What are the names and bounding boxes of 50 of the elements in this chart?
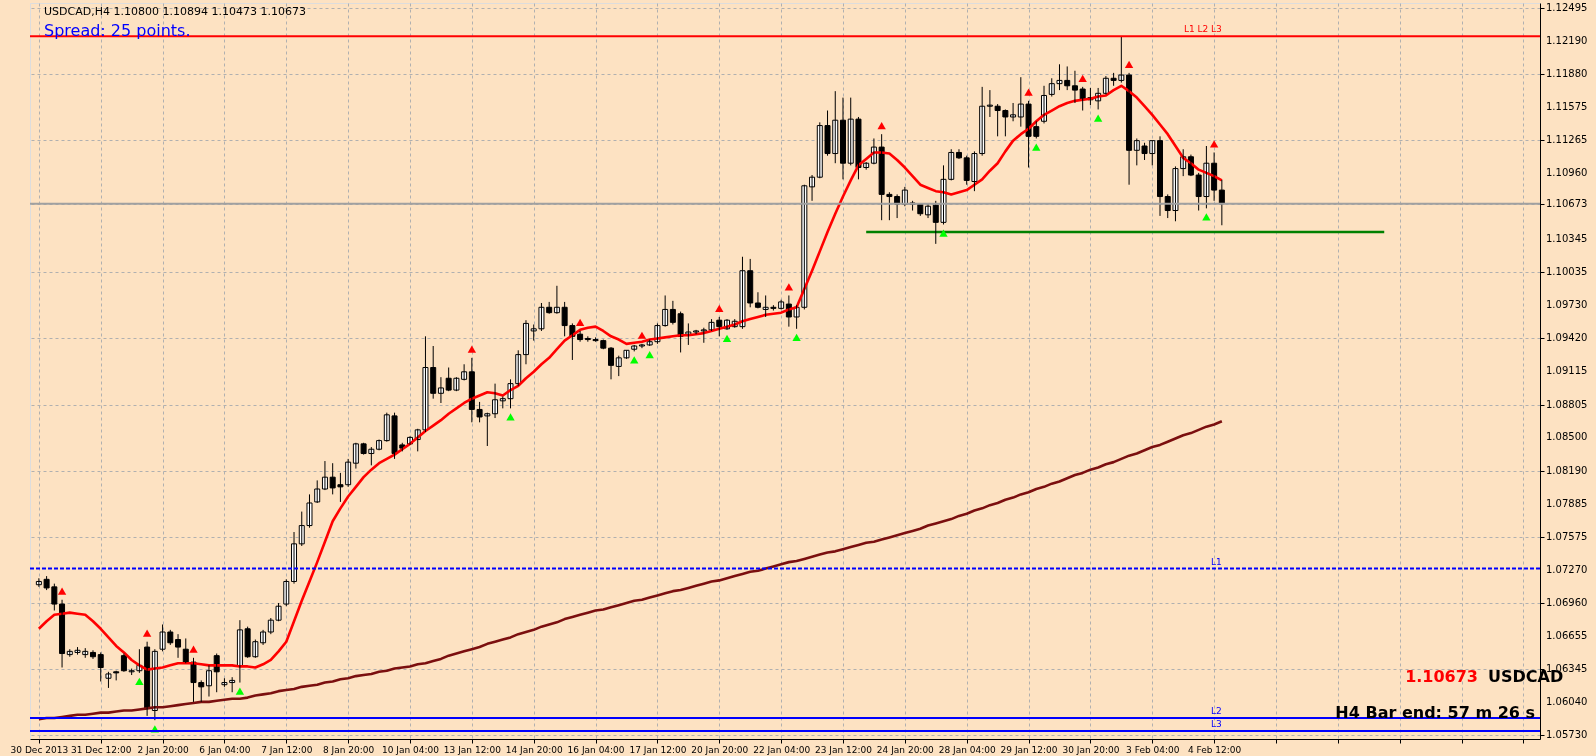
x-tick-label: 31 Dec 12:00 [70, 744, 132, 755]
y-tick-label: 1.08805 [1546, 398, 1588, 410]
annotation: 1.10673 [1405, 667, 1478, 686]
y-tick-label: 1.05730 [1546, 729, 1588, 741]
annotation: Spread: 25 points. [44, 21, 191, 40]
y-tick-label: 1.11265 [1546, 134, 1588, 146]
y-tick-label: 1.06040 [1546, 695, 1588, 707]
y-tick-label: 1.11575 [1546, 100, 1588, 112]
x-tick-label: 30 Dec 2013 [10, 744, 69, 755]
y-tick-label: 1.08190 [1546, 464, 1588, 476]
x-tick-label: 10 Jan 04:00 [382, 744, 440, 755]
x-tick-label: 24 Jan 20:00 [876, 744, 935, 755]
ref-line-label: L3 [1211, 718, 1222, 729]
y-tick-label: 1.07270 [1546, 563, 1588, 575]
ref-line-label: L2 [1211, 706, 1222, 717]
y-tick-label: 1.12190 [1546, 34, 1588, 46]
x-tick-label: 28 Jan 04:00 [938, 744, 996, 755]
x-tick-label: 20 Jan 20:00 [691, 744, 749, 755]
y-tick-label: 1.07885 [1546, 497, 1588, 509]
y-tick-label: 1.06655 [1546, 629, 1588, 641]
x-tick-label: 2 Jan 20:00 [137, 744, 189, 755]
x-tick-label: 3 Feb 04:00 [1126, 744, 1180, 755]
y-tick-label: 1.07575 [1546, 530, 1588, 542]
chart-title: USDCAD,H4 1.10800 1.10894 1.10473 1.10673 [44, 5, 306, 18]
y-tick-label: 1.10345 [1546, 233, 1588, 245]
y-tick-label: 1.10960 [1546, 166, 1588, 178]
y-tick-label: 1.08500 [1546, 431, 1588, 443]
y-tick-label: 1.09115 [1546, 365, 1588, 377]
x-tick-label: 23 Jan 12:00 [815, 744, 873, 755]
ref-line-label: L1 [1211, 556, 1222, 567]
x-tick-label: 6 Jan 04:00 [199, 744, 251, 755]
x-tick-label: 14 Jan 20:00 [505, 744, 563, 755]
x-tick-label: 8 Jan 20:00 [323, 744, 375, 755]
y-tick-label: 1.09730 [1546, 299, 1588, 311]
y-tick-label: 1.10673 [1546, 197, 1588, 209]
y-tick-label: 1.11880 [1546, 67, 1588, 79]
x-tick-label: 4 Feb 12:00 [1187, 744, 1242, 755]
x-tick-label: 16 Jan 04:00 [567, 744, 625, 755]
y-tick-label: 1.09420 [1546, 332, 1588, 344]
y-tick-label: 1.10035 [1546, 266, 1588, 278]
x-tick-label: 22 Jan 04:00 [753, 744, 811, 755]
x-tick-label: 17 Jan 12:00 [629, 744, 687, 755]
x-tick-label: 29 Jan 12:00 [1000, 744, 1058, 755]
y-tick-label: 1.06960 [1546, 596, 1588, 608]
x-tick-label: 30 Jan 20:00 [1062, 744, 1120, 755]
y-tick-label: 1.12495 [1546, 1, 1588, 13]
annotation: H4 Bar end: 57 m 26 s [1335, 703, 1535, 722]
ref-line-label: L1 L2 L3 [1183, 24, 1222, 35]
x-tick-label: 7 Jan 12:00 [261, 744, 313, 755]
x-tick-label: 13 Jan 12:00 [443, 744, 502, 755]
